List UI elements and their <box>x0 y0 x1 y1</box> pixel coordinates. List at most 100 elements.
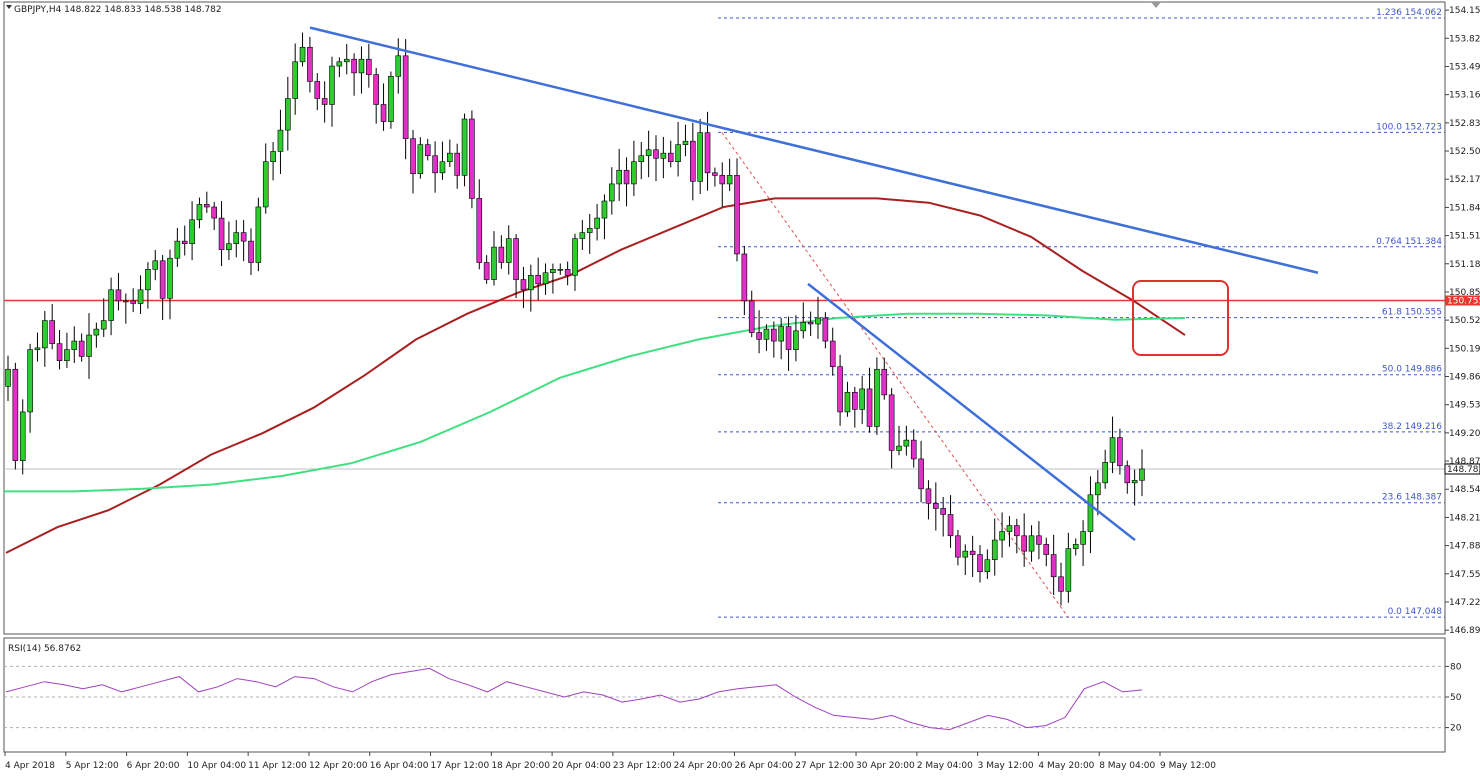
candle-body <box>704 132 711 174</box>
candle-body <box>667 152 674 163</box>
candle-body <box>469 118 475 199</box>
candle-body <box>1021 535 1027 552</box>
candle-body <box>748 300 755 333</box>
candle-body <box>174 240 181 259</box>
x-tick-label: 26 Apr 04:00 <box>734 761 793 771</box>
upper-trendline <box>309 26 1319 274</box>
current-price-label: 148.782 <box>1447 465 1480 475</box>
y-tick-label: 149.535 <box>1449 401 1480 411</box>
candle-body <box>1014 525 1020 537</box>
candle-body <box>447 152 453 163</box>
candle-body <box>1006 525 1013 532</box>
candle-body <box>829 340 836 367</box>
candle-body <box>675 144 681 163</box>
candle-body <box>34 347 41 350</box>
menu-arrow-icon <box>6 5 12 9</box>
candle-body <box>483 262 490 280</box>
x-tick-label: 24 Apr 20:00 <box>674 761 733 771</box>
candle-body <box>1058 576 1064 592</box>
candle-body <box>12 368 19 461</box>
y-tick-label: 147.885 <box>1449 542 1480 552</box>
candle-body <box>189 219 195 244</box>
y-tick-label: 152.835 <box>1449 119 1480 129</box>
y-tick-label: 147.225 <box>1449 598 1480 608</box>
candle-body <box>1065 548 1072 592</box>
candle-body <box>137 289 144 304</box>
x-tick-label: 17 Apr 12:00 <box>431 761 490 771</box>
candle-body <box>42 320 48 349</box>
highlight-box <box>1132 280 1229 356</box>
y-tick-label: 149.205 <box>1449 429 1480 439</box>
y-tick-label: 151.515 <box>1449 232 1480 242</box>
rsi-level-label: 50 <box>1450 693 1462 703</box>
candle-body <box>852 392 858 410</box>
shift-marker-icon <box>1151 2 1161 8</box>
candle-body <box>1028 535 1035 552</box>
candle-body <box>940 508 946 515</box>
candle-body <box>586 228 593 233</box>
y-tick-label: 152.505 <box>1449 147 1480 157</box>
candle-body <box>285 98 291 131</box>
y-tick-label: 152.175 <box>1449 175 1480 185</box>
x-tick-label: 2 May 04:00 <box>917 761 973 771</box>
candle-body <box>181 240 188 244</box>
candle-body <box>86 334 92 357</box>
candle-body <box>491 246 497 280</box>
candle-body <box>498 246 505 263</box>
x-tick-label: 4 Apr 2018 <box>5 761 55 771</box>
candle-body <box>343 58 350 63</box>
candle-body <box>204 204 210 208</box>
candle-body <box>896 445 902 451</box>
rsi-label: RSI(14) 56.8762 <box>8 644 81 654</box>
candle-body <box>351 58 357 74</box>
candle-body <box>1095 482 1101 496</box>
candle-body <box>741 253 748 302</box>
y-tick-label: 146.895 <box>1449 626 1480 636</box>
candle-body <box>1102 462 1108 484</box>
fib-level-label: 0.764 151.384 <box>1376 237 1442 247</box>
x-tick-label: 3 May 12:00 <box>978 761 1034 771</box>
y-tick-label: 153.165 <box>1449 91 1480 101</box>
x-tick-label: 30 Apr 20:00 <box>856 761 915 771</box>
candle-body <box>609 183 615 202</box>
candle-body <box>56 343 63 362</box>
candle-body <box>734 175 740 255</box>
candle-body <box>1117 437 1123 467</box>
y-tick-label: 150.855 <box>1449 288 1480 298</box>
candle-body <box>756 332 762 340</box>
y-tick-label: 150.525 <box>1449 316 1480 326</box>
candle-body <box>373 74 379 105</box>
x-tick-label: 5 Apr 12:00 <box>66 761 119 771</box>
candle-body <box>763 328 770 340</box>
candle-body <box>594 217 600 229</box>
candle-body <box>93 328 100 336</box>
candle-body <box>557 269 564 271</box>
candle-body <box>866 388 873 427</box>
fib-level-label: 100.0 152.723 <box>1376 122 1442 132</box>
candle-body <box>336 61 343 67</box>
y-tick-label: 148.215 <box>1449 513 1480 523</box>
candle-body <box>793 330 799 350</box>
candle-body <box>719 175 726 185</box>
rsi-level-label: 20 <box>1450 724 1462 734</box>
candle-body <box>785 326 792 350</box>
candle-body <box>1109 437 1116 463</box>
candle-body <box>123 300 129 303</box>
y-tick-label: 154.155 <box>1449 6 1480 16</box>
fib-level-label: 50.0 149.886 <box>1382 365 1442 375</box>
rsi-line <box>5 667 1143 731</box>
candle-body <box>918 458 924 490</box>
candle-body <box>697 132 703 182</box>
candle-body <box>262 161 269 208</box>
candle-body <box>520 279 527 291</box>
candle-body <box>807 321 814 325</box>
candle-body <box>1139 468 1145 481</box>
fib-level-label: 1.236 154.062 <box>1376 8 1442 18</box>
rsi-pane-frame <box>3 637 1446 753</box>
candle-body <box>1036 535 1042 545</box>
candle-body <box>815 317 821 325</box>
candle-body <box>19 411 26 461</box>
candle-body <box>1124 465 1131 484</box>
candle-body <box>159 260 166 299</box>
